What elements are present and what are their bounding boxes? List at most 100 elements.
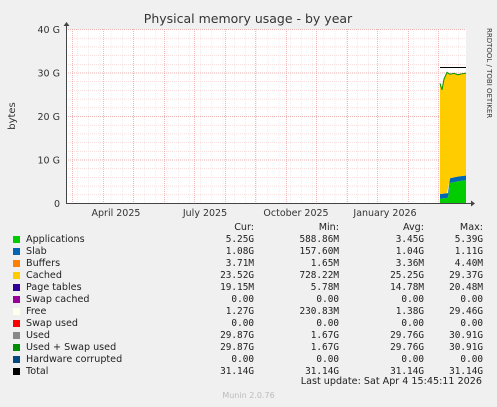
legend-value-avg: 25.25G <box>390 270 424 281</box>
legend-value-cur: 0.00 <box>231 354 254 365</box>
legend-value-max: 0.00 <box>460 294 483 305</box>
y-axis-label: bytes <box>7 102 18 130</box>
legend-value-avg: 1.38G <box>395 306 424 317</box>
legend-header-row: Cur: Min: Avg: Max: <box>8 222 488 234</box>
legend-value-avg: 14.78M <box>390 282 424 293</box>
legend-value-cur: 29.87G <box>220 330 254 341</box>
legend-value-cur: 23.52G <box>220 270 254 281</box>
area-applications <box>440 180 466 203</box>
x-tick-label: April 2025 <box>92 208 141 219</box>
legend-value-min: 157.60M <box>299 246 339 257</box>
legend-row: Buffers 3.71M 1.65M 3.36M 4.40M <box>8 258 488 270</box>
legend-label: Used + Swap used <box>26 342 117 353</box>
legend-swatch <box>13 308 20 315</box>
legend-swatch <box>13 368 20 375</box>
legend-value-max: 31.14G <box>449 366 483 377</box>
legend-value-max: 0.00 <box>460 318 483 329</box>
y-tick-label: 20 G <box>38 112 60 123</box>
legend-row: Swap cached 0.00 0.00 0.00 0.00 <box>8 294 488 306</box>
legend-header-max: Max: <box>459 222 483 233</box>
legend-value-cur: 19.15M <box>220 282 254 293</box>
legend-value-max: 29.37G <box>449 270 483 281</box>
legend-value-cur: 1.08G <box>225 246 254 257</box>
legend-value-cur: 5.25G <box>225 234 254 245</box>
legend-value-min: 728.22M <box>299 270 339 281</box>
legend-value-min: 0.00 <box>316 294 339 305</box>
legend-value-min: 5.78M <box>310 282 339 293</box>
legend-value-avg: 3.45G <box>395 234 424 245</box>
legend-value-avg: 0.00 <box>401 354 424 365</box>
legend-row: Used + Swap used 29.87G 1.67G 29.76G 30.91G <box>8 342 488 354</box>
legend-swatch <box>13 248 20 255</box>
legend-value-min: 31.14G <box>305 366 339 377</box>
legend-value-cur: 29.87G <box>220 342 254 353</box>
y-tick-label: 0 <box>54 199 60 210</box>
legend-label: Free <box>26 306 47 317</box>
legend-value-avg: 29.76G <box>390 330 424 341</box>
legend-label: Buffers <box>26 258 61 269</box>
legend-row: Applications 5.25G 588.86M 3.45G 5.39G <box>8 234 488 246</box>
x-tick-label: October 2025 <box>263 208 328 219</box>
rrdtool-credit: RRDTOOL / TOBI OETIKER <box>485 28 493 118</box>
legend-value-max: 20.48M <box>449 282 483 293</box>
legend-header-avg: Avg: <box>402 222 424 233</box>
legend-value-cur: 0.00 <box>231 318 254 329</box>
legend-row: Total 31.14G 31.14G 31.14G 31.14G <box>8 366 488 378</box>
plot-area <box>66 29 466 203</box>
legend-label: Cached <box>26 270 62 281</box>
legend-label: Slab <box>26 246 47 257</box>
legend-swatch <box>13 260 20 267</box>
legend-row: Swap used 0.00 0.00 0.00 0.00 <box>8 318 488 330</box>
legend-value-cur: 3.71M <box>225 258 254 269</box>
legend-value-avg: 29.76G <box>390 342 424 353</box>
legend-row: Page tables 19.15M 5.78M 14.78M 20.48M <box>8 282 488 294</box>
legend-value-cur: 31.14G <box>220 366 254 377</box>
legend-value-max: 0.00 <box>460 354 483 365</box>
legend-value-min: 0.00 <box>316 318 339 329</box>
x-axis-arrow <box>471 200 475 207</box>
legend-value-cur: 1.27G <box>225 306 254 317</box>
legend-row: Used 29.87G 1.67G 29.76G 30.91G <box>8 330 488 342</box>
legend-value-avg: 0.00 <box>401 318 424 329</box>
legend-value-min: 230.83M <box>299 306 339 317</box>
area-slab <box>440 175 466 199</box>
x-tick-label: July 2025 <box>182 208 227 219</box>
munin-version: Munin 2.0.76 <box>222 391 275 400</box>
legend-value-avg: 31.14G <box>390 366 424 377</box>
legend-row: Free 1.27G 230.83M 1.38G 29.46G <box>8 306 488 318</box>
legend-value-max: 5.39G <box>454 234 483 245</box>
legend-value-avg: 0.00 <box>401 294 424 305</box>
legend-value-min: 1.65M <box>310 258 339 269</box>
legend-swatch <box>13 272 20 279</box>
legend-value-max: 30.91G <box>449 342 483 353</box>
legend-label: Used <box>26 330 51 341</box>
legend-value-min: 0.00 <box>316 354 339 365</box>
legend-label: Applications <box>26 234 85 245</box>
grid-layer <box>66 29 466 203</box>
legend-label: Hardware corrupted <box>26 354 123 365</box>
legend-label: Swap cached <box>26 294 90 305</box>
legend-swatch <box>13 356 20 363</box>
legend-value-min: 588.86M <box>299 234 339 245</box>
legend-header-min: Min: <box>318 222 339 233</box>
legend-swatch <box>13 320 20 327</box>
legend-label: Total <box>26 366 49 377</box>
legend-label: Page tables <box>26 282 82 293</box>
legend-value-avg: 1.04G <box>395 246 424 257</box>
legend-value-min: 1.67G <box>310 342 339 353</box>
x-tick-label: January 2026 <box>352 208 416 219</box>
area-layer <box>439 67 467 203</box>
legend-swatch <box>13 236 20 243</box>
y-axis-arrow <box>63 22 70 26</box>
legend-value-min: 1.67G <box>310 330 339 341</box>
legend-value-max: 1.11G <box>454 246 483 257</box>
chart-title: Physical memory usage - by year <box>144 11 353 26</box>
legend-value-cur: 0.00 <box>231 294 254 305</box>
legend-value-avg: 3.36M <box>395 258 424 269</box>
legend-label: Swap used <box>26 318 79 329</box>
legend-row: Hardware corrupted 0.00 0.00 0.00 0.00 <box>8 354 488 366</box>
legend-row: Cached 23.52G 728.22M 25.25G 29.37G <box>8 270 488 282</box>
legend-swatch <box>13 284 20 291</box>
y-tick-label: 10 G <box>38 156 60 167</box>
legend-swatch <box>13 296 20 303</box>
